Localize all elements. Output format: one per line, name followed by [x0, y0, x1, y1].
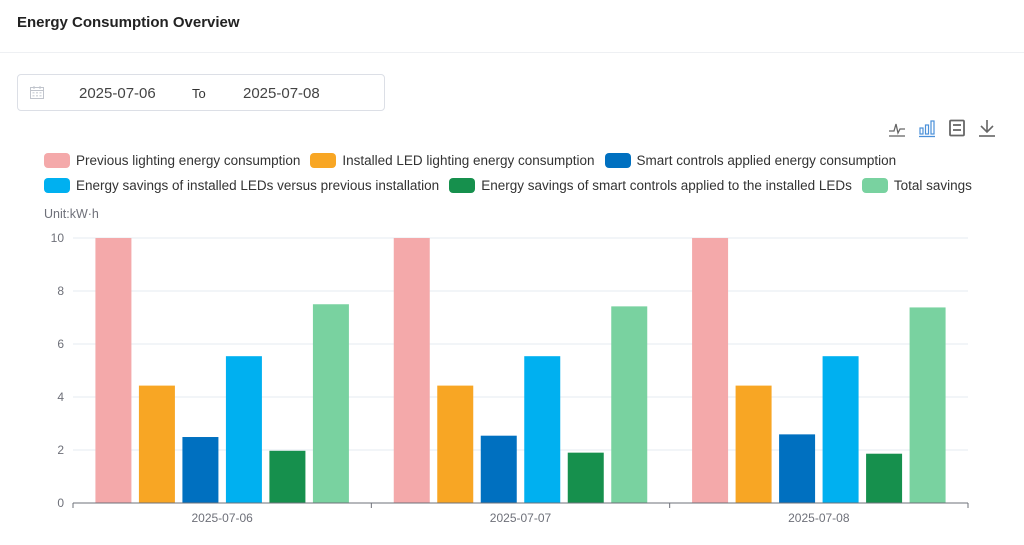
legend-swatch	[604, 153, 631, 168]
y-tick-label: 6	[57, 337, 64, 351]
y-tick-label: 4	[57, 390, 64, 404]
bar[interactable]	[269, 450, 306, 503]
legend-swatch	[310, 153, 337, 168]
y-tick-label: 8	[57, 284, 64, 298]
bar-chart-icon[interactable]	[917, 118, 937, 138]
page-title: Energy Consumption Overview	[17, 14, 240, 31]
start-date-input[interactable]: 2025-07-06	[79, 85, 156, 102]
date-range-picker[interactable]: 2025-07-06 To 2025-07-08	[17, 74, 385, 111]
bar[interactable]	[95, 238, 132, 503]
bar[interactable]	[138, 385, 175, 503]
legend-item-installed-led[interactable]: Installed LED lighting energy consumptio…	[310, 153, 595, 168]
legend-label: Previous lighting energy consumption	[76, 153, 301, 168]
bar[interactable]	[735, 385, 772, 503]
y-axis-unit-label: Unit:kW·h	[44, 207, 99, 221]
x-tick-label: 2025-07-07	[490, 511, 552, 525]
bar[interactable]	[225, 356, 262, 503]
y-tick-label: 2	[57, 443, 64, 457]
bars	[95, 238, 946, 503]
bar[interactable]	[567, 452, 604, 503]
legend-swatch	[861, 178, 888, 193]
bar[interactable]	[822, 356, 859, 503]
legend-swatch	[44, 153, 70, 168]
legend-swatch	[449, 178, 476, 193]
x-tick-label: 2025-07-08	[788, 511, 850, 525]
legend-item-led-savings[interactable]: Energy savings of installed LEDs versus …	[44, 178, 439, 193]
legend-item-total-savings[interactable]: Total savings	[861, 178, 972, 193]
bar[interactable]	[611, 306, 648, 503]
bar[interactable]	[866, 453, 903, 503]
download-icon[interactable]	[977, 118, 997, 138]
bar[interactable]	[692, 238, 729, 503]
legend-label: Total savings	[893, 178, 972, 193]
grid-lines	[73, 237, 968, 451]
legend-item-smart-controls[interactable]: Smart controls applied energy consumptio…	[604, 153, 897, 168]
bar[interactable]	[480, 435, 517, 503]
bar[interactable]	[312, 304, 349, 503]
legend-label: Installed LED lighting energy consumptio…	[342, 153, 595, 168]
date-range-separator: To	[192, 86, 206, 101]
legend-item-smart-savings[interactable]: Energy savings of smart controls applied…	[449, 178, 852, 193]
bar[interactable]	[524, 356, 561, 503]
bar[interactable]	[779, 434, 816, 503]
legend-label: Energy savings of smart controls applied…	[481, 178, 852, 193]
legend-item-previous-lighting[interactable]: Previous lighting energy consumption	[44, 153, 300, 168]
legend-label: Smart controls applied energy consumptio…	[636, 153, 897, 168]
y-axis-ticks: 0 2 4 6 8 10	[51, 231, 65, 510]
header: Energy Consumption Overview	[0, 0, 1024, 53]
legend-row: Energy savings of installed LEDs versus …	[44, 173, 1004, 198]
chart-legend: Previous lighting energy consumption Ins…	[44, 148, 1004, 198]
calendar-icon	[30, 86, 44, 99]
line-chart-icon[interactable]	[887, 118, 907, 138]
legend-swatch	[44, 178, 70, 193]
y-tick-label: 0	[57, 496, 64, 510]
x-tick-label: 2025-07-06	[191, 511, 253, 525]
bar[interactable]	[909, 307, 946, 503]
bar[interactable]	[437, 385, 474, 503]
legend-label: Energy savings of installed LEDs versus …	[76, 178, 440, 193]
bar[interactable]	[182, 437, 219, 503]
legend-row: Previous lighting energy consumption Ins…	[44, 148, 1004, 173]
y-tick-label: 10	[51, 231, 65, 245]
bar[interactable]	[393, 238, 430, 503]
end-date-input[interactable]: 2025-07-08	[243, 85, 320, 102]
chart-toolbox	[887, 118, 997, 140]
save-icon[interactable]	[947, 118, 967, 138]
x-axis: 2025-07-06 2025-07-07 2025-07-08	[72, 502, 969, 525]
